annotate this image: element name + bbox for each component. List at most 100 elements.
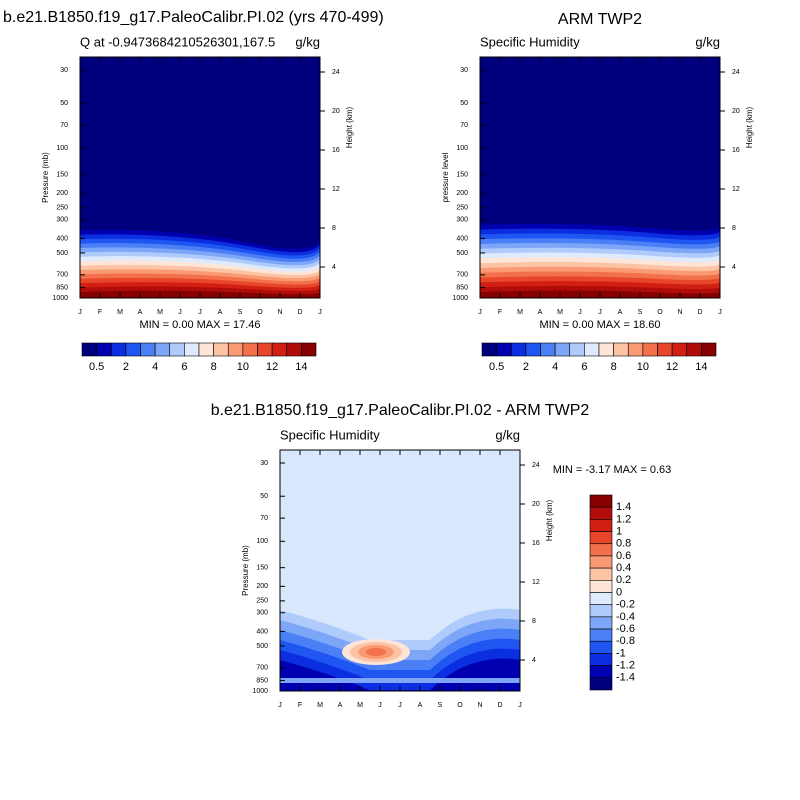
y-tick-label: 700: [256, 665, 268, 672]
y-tick-label: 30: [460, 67, 468, 74]
panel-title: ARM TWP2: [558, 11, 642, 28]
colorbar-label: 6: [181, 361, 187, 373]
colorbar-label: 6: [581, 361, 587, 373]
colorbar-box: [110, 342, 127, 357]
colorbar-box: [589, 567, 613, 581]
x-tick-label: O: [657, 309, 663, 316]
y-tick-label: 70: [460, 122, 468, 129]
colorbar-box: [589, 665, 613, 679]
colorbar-box: [525, 342, 541, 357]
colorbar-box: [169, 342, 185, 357]
x-tick-label: J: [318, 309, 322, 316]
stats: MIN = 0.00 MAX = 17.46: [139, 319, 260, 331]
y2-tick-label: 24: [532, 462, 540, 469]
colorbar-label: 8: [611, 361, 617, 373]
colorbar-label: 12: [266, 361, 278, 373]
y-tick-label: 250: [56, 205, 68, 212]
colorbar-box: [540, 342, 556, 357]
colorbar-box: [589, 640, 613, 654]
y-axis-label: Pressure (mb): [41, 152, 50, 203]
y-tick-label: 400: [456, 235, 468, 242]
y-tick-label: 150: [256, 565, 268, 572]
contour-field: [80, 57, 320, 298]
y-tick-label: 150: [56, 172, 68, 179]
y-tick-label: 70: [60, 122, 68, 129]
colorbar-label: 14: [295, 361, 307, 373]
x-tick-label: J: [518, 702, 522, 709]
x-tick-label: F: [298, 702, 302, 709]
colorbar-box: [286, 342, 302, 357]
colorbar-box: [589, 543, 613, 557]
colorbar-label: 0.2: [616, 574, 631, 586]
colorbar-box: [642, 342, 658, 357]
x-tick-label: J: [578, 309, 582, 316]
y2-tick-label: 12: [732, 186, 740, 193]
colorbar-box: [140, 342, 156, 357]
y-tick-label: 50: [460, 100, 468, 107]
y2-tick-label: 24: [732, 69, 740, 76]
y-tick-label: 30: [260, 460, 268, 467]
colorbar-box: [589, 628, 613, 642]
y-tick-label: 250: [256, 598, 268, 605]
x-tick-label: A: [418, 702, 423, 709]
colorbar-box: [701, 342, 717, 357]
colorbar-label: -1.4: [616, 672, 635, 684]
colorbar-box: [589, 604, 613, 618]
colorbar-label: 10: [637, 361, 649, 373]
y2-axis-label: Height (km): [745, 106, 754, 148]
colorbar-box: [242, 342, 258, 357]
x-tick-label: D: [697, 309, 702, 316]
colorbar-box: [589, 616, 613, 630]
y2-tick-label: 16: [332, 147, 340, 154]
colorbar-box: [598, 342, 614, 357]
x-tick-label: F: [498, 309, 502, 316]
y2-tick-label: 4: [332, 264, 336, 271]
panel-units: g/kg: [295, 34, 320, 49]
x-tick-label: A: [218, 309, 223, 316]
x-tick-label: N: [277, 309, 282, 316]
colorbar-label: 0.6: [616, 550, 631, 562]
x-tick-label: M: [317, 702, 323, 709]
y-tick-label: 300: [256, 610, 268, 617]
y2-tick-label: 4: [532, 657, 536, 664]
colorbar-box: [96, 342, 112, 357]
colorbar-label: 0: [616, 586, 622, 598]
y-tick-label: 200: [456, 190, 468, 197]
y-tick-label: 700: [56, 272, 68, 279]
y2-tick-label: 16: [732, 147, 740, 154]
contour-field: [480, 57, 720, 298]
colorbar-box: [589, 506, 613, 520]
panel-left-label: Specific Humidity: [480, 34, 580, 49]
y2-axis-label: Height (km): [345, 106, 354, 148]
colorbar-label: 2: [123, 361, 129, 373]
y2-axis-label: Height (km): [545, 499, 554, 541]
y-tick-label: 500: [256, 643, 268, 650]
colorbar-box: [257, 342, 273, 357]
y-tick-label: 250: [456, 205, 468, 212]
panel-title: b.e21.B1850.f19_g17.PaleoCalibr.PI.02 (y…: [3, 9, 384, 26]
x-tick-label: M: [357, 702, 363, 709]
colorbar-box: [589, 519, 613, 532]
colorbar-label: 1.4: [616, 501, 631, 513]
x-tick-label: J: [278, 702, 282, 709]
x-tick-label: F: [98, 309, 102, 316]
x-tick-label: J: [398, 702, 402, 709]
y-tick-label: 700: [456, 272, 468, 279]
colorbar-box: [213, 342, 229, 357]
y2-tick-label: 8: [332, 225, 336, 232]
colorbar-box: [510, 342, 527, 357]
panel-title: b.e21.B1850.f19_g17.PaleoCalibr.PI.02 - …: [211, 402, 590, 419]
colorbar-label: 12: [666, 361, 678, 373]
colorbar-box: [584, 342, 600, 357]
x-tick-label: A: [338, 702, 343, 709]
colorbar-box: [671, 342, 688, 357]
colorbar-box: [589, 555, 613, 569]
colorbar-box: [627, 342, 644, 357]
x-tick-label: J: [378, 702, 382, 709]
y-tick-label: 1000: [252, 688, 268, 695]
x-tick-label: A: [618, 309, 623, 316]
colorbar-label: 1: [616, 525, 622, 537]
x-tick-label: M: [517, 309, 523, 316]
y-tick-label: 50: [60, 100, 68, 107]
